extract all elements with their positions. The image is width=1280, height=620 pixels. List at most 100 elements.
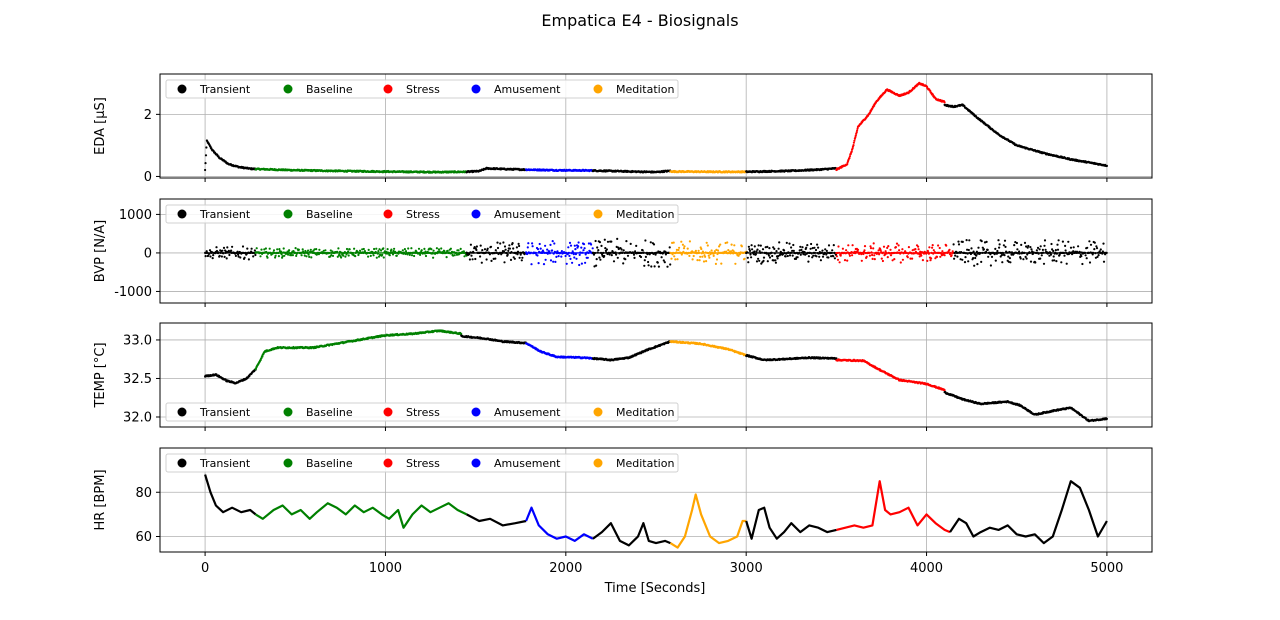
legend-label: Transient bbox=[199, 208, 251, 221]
data-point bbox=[757, 244, 760, 247]
data-point bbox=[843, 259, 847, 262]
data-point bbox=[898, 249, 901, 252]
data-point bbox=[649, 241, 652, 244]
data-point bbox=[798, 251, 801, 254]
data-point bbox=[1088, 261, 1092, 264]
data-point bbox=[848, 254, 852, 257]
data-point bbox=[716, 249, 720, 252]
data-point bbox=[445, 256, 448, 259]
data-point bbox=[221, 249, 224, 252]
data-point bbox=[578, 263, 581, 267]
data-point bbox=[228, 253, 231, 257]
data-point bbox=[982, 248, 986, 251]
data-point bbox=[315, 248, 318, 251]
data-point bbox=[220, 255, 223, 258]
data-point bbox=[241, 245, 245, 248]
data-point bbox=[1085, 257, 1088, 260]
data-point bbox=[747, 261, 750, 264]
data-point bbox=[1016, 248, 1019, 251]
data-point bbox=[1088, 240, 1091, 243]
data-point bbox=[813, 251, 817, 254]
data-point bbox=[310, 256, 313, 259]
data-point bbox=[1006, 251, 1009, 254]
data-point bbox=[449, 247, 452, 250]
data-point bbox=[855, 131, 858, 134]
data-point bbox=[852, 141, 856, 144]
data-point bbox=[812, 254, 815, 257]
data-point bbox=[453, 254, 456, 257]
data-point bbox=[408, 253, 411, 256]
data-point bbox=[981, 251, 984, 254]
data-point bbox=[838, 261, 841, 264]
data-point bbox=[1052, 255, 1055, 258]
data-point bbox=[308, 255, 311, 258]
data-point bbox=[603, 254, 606, 258]
data-point bbox=[410, 247, 413, 250]
data-point bbox=[838, 251, 841, 254]
data-point bbox=[357, 253, 360, 257]
data-point bbox=[750, 256, 753, 259]
data-point bbox=[390, 248, 393, 251]
data-point bbox=[347, 250, 350, 253]
data-point bbox=[1029, 260, 1033, 263]
data-point bbox=[1053, 259, 1056, 262]
data-point bbox=[680, 240, 683, 243]
data-point bbox=[581, 251, 584, 254]
data-point bbox=[663, 261, 666, 264]
data-point bbox=[998, 246, 1001, 249]
data-point bbox=[1072, 246, 1075, 249]
data-point bbox=[247, 258, 250, 261]
data-point bbox=[791, 254, 794, 257]
data-point bbox=[488, 253, 491, 256]
data-point bbox=[856, 129, 859, 132]
data-point bbox=[386, 248, 389, 251]
data-point bbox=[1001, 261, 1004, 264]
legend-box bbox=[165, 79, 679, 99]
data-point bbox=[639, 255, 643, 259]
data-point bbox=[551, 240, 554, 243]
data-point bbox=[953, 257, 956, 260]
data-point bbox=[265, 250, 268, 254]
legend: Transient Baseline Stress Amusement Meditati… bbox=[165, 79, 679, 99]
data-point bbox=[837, 245, 840, 248]
data-point bbox=[851, 147, 854, 150]
data-point bbox=[572, 253, 575, 256]
data-point bbox=[704, 255, 707, 258]
data-point bbox=[268, 247, 271, 250]
legend-label: Baseline bbox=[306, 83, 353, 96]
data-point bbox=[622, 262, 625, 265]
series-baseline bbox=[254, 247, 468, 259]
series-stress bbox=[835, 242, 955, 264]
data-point bbox=[674, 258, 677, 261]
data-point bbox=[1002, 244, 1006, 247]
data-point bbox=[1055, 252, 1058, 255]
data-point bbox=[243, 256, 246, 259]
data-point bbox=[204, 162, 207, 165]
data-point bbox=[376, 252, 379, 255]
data-point bbox=[920, 254, 923, 257]
data-point bbox=[708, 256, 711, 259]
data-point bbox=[886, 256, 889, 259]
data-point bbox=[296, 251, 299, 254]
data-point bbox=[761, 248, 765, 251]
data-point bbox=[699, 255, 702, 258]
data-point bbox=[1028, 251, 1031, 254]
data-point bbox=[432, 249, 435, 252]
legend-label: Transient bbox=[199, 83, 251, 96]
data-point bbox=[762, 256, 766, 259]
data-point bbox=[957, 240, 960, 243]
data-point bbox=[527, 242, 530, 245]
data-point bbox=[873, 258, 876, 261]
data-point bbox=[975, 254, 978, 257]
data-point bbox=[1056, 248, 1060, 251]
axes-frame bbox=[159, 73, 1153, 179]
data-point bbox=[987, 255, 990, 258]
data-point bbox=[377, 250, 380, 253]
data-point bbox=[272, 249, 276, 252]
data-point bbox=[985, 250, 988, 253]
data-point bbox=[297, 248, 300, 251]
data-point bbox=[1038, 248, 1041, 251]
data-point bbox=[846, 259, 849, 262]
series-meditation bbox=[669, 340, 748, 357]
